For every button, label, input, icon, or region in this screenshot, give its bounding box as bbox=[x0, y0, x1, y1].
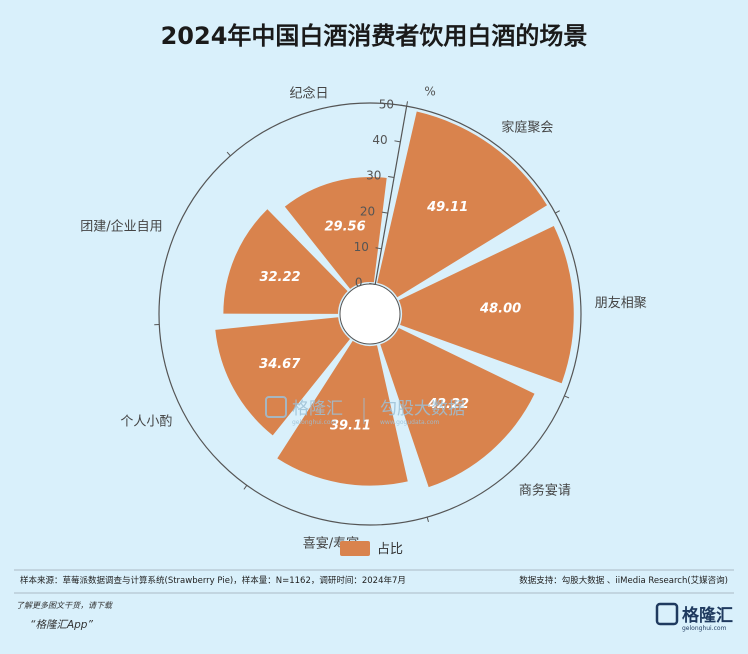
watermark: 格隆汇 gelonghui.com 勾股大数据 www.gogudata.com bbox=[265, 396, 465, 426]
radial-tick-label-4: 40 bbox=[372, 133, 387, 147]
value-label-5: 32.22 bbox=[259, 270, 300, 285]
bar-1[interactable] bbox=[398, 226, 574, 384]
bar-6[interactable] bbox=[284, 176, 387, 289]
legend-swatch bbox=[340, 541, 370, 556]
promo-line-2[interactable]: “格隆汇App” bbox=[30, 619, 93, 631]
radial-tick-label-3: 30 bbox=[366, 169, 381, 183]
outer-ring bbox=[158, 102, 582, 526]
bar-2[interactable] bbox=[380, 327, 535, 488]
radial-tick-label-2: 20 bbox=[360, 204, 375, 218]
value-label-1: 48.00 bbox=[479, 301, 521, 316]
angular-tick bbox=[226, 151, 231, 157]
brand-logo-icon bbox=[655, 602, 679, 626]
watermark-logo-icon bbox=[265, 396, 287, 418]
radial-tick bbox=[400, 104, 407, 107]
radial-tick bbox=[394, 140, 401, 143]
brand-logo-name: 格隆汇 bbox=[682, 605, 733, 626]
angular-tick bbox=[426, 516, 429, 523]
inner-ring bbox=[339, 283, 401, 345]
category-label-4: 个人小酌 bbox=[120, 415, 172, 430]
brand-logo: 格隆汇 gelonghui.com bbox=[655, 602, 733, 632]
category-label-0: 家庭聚会 bbox=[501, 119, 553, 135]
value-label-2: 42.22 bbox=[427, 397, 469, 412]
value-labels: 49.11 48.00 42.22 39.11 34.67 32.22 29.56 bbox=[259, 200, 521, 433]
bar-4[interactable] bbox=[215, 317, 350, 436]
unit-label: % bbox=[424, 85, 435, 99]
radial-axis: 0 10 20 30 40 50% bbox=[354, 85, 436, 290]
legend-label: 占比 bbox=[377, 542, 403, 557]
radial-tick bbox=[369, 282, 376, 285]
radial-tick bbox=[388, 175, 395, 178]
radial-axis-line bbox=[374, 106, 408, 285]
brand-logo-url: gelonghui.com bbox=[682, 625, 727, 632]
radial-tick-label-0: 0 bbox=[355, 276, 363, 290]
footer-support: 数据支持：勾股大数据 、iiMedia Research(艾媒咨询) bbox=[519, 575, 728, 586]
radial-tick-label-1: 10 bbox=[354, 240, 369, 254]
watermark-brand: 格隆汇 bbox=[292, 399, 343, 419]
chart-title: 2024年中国白酒消费者饮用白酒的场景 bbox=[161, 22, 588, 50]
watermark-brand-url: gelonghui.com bbox=[292, 419, 337, 426]
polar-bars bbox=[215, 111, 574, 488]
category-label-5: 团建/企业自用 bbox=[80, 219, 162, 235]
category-label-6: 纪念日 bbox=[290, 85, 329, 101]
angular-tick bbox=[406, 101, 409, 107]
radial-tick bbox=[375, 247, 382, 250]
bar-5[interactable] bbox=[223, 209, 348, 314]
angular-tick bbox=[243, 485, 248, 490]
radial-tick-label-5: 50 bbox=[379, 97, 394, 111]
angular-tick bbox=[564, 395, 570, 399]
bar-0[interactable] bbox=[377, 111, 548, 298]
radial-tick bbox=[381, 211, 388, 214]
watermark-partner: 勾股大数据 bbox=[380, 399, 465, 419]
bar-3[interactable] bbox=[277, 340, 408, 486]
angular-tick bbox=[555, 210, 560, 214]
value-label-6: 29.56 bbox=[325, 219, 366, 234]
category-label-1: 朋友相聚 bbox=[595, 295, 647, 311]
value-label-4: 34.67 bbox=[259, 357, 301, 372]
legend[interactable]: 占比 bbox=[340, 541, 403, 557]
watermark-partner-url: www.gogudata.com bbox=[380, 419, 440, 426]
value-label-3: 39.11 bbox=[330, 418, 371, 433]
category-label-2: 商务宴请 bbox=[519, 483, 571, 499]
footer-source: 样本来源：草莓派数据调查与计算系统(Strawberry Pie)，样本量：N=… bbox=[20, 575, 406, 586]
promo-line-1: 了解更多图文干货，请下载 bbox=[16, 601, 113, 610]
polar-grid bbox=[154, 101, 582, 526]
value-label-0: 49.11 bbox=[426, 200, 468, 215]
